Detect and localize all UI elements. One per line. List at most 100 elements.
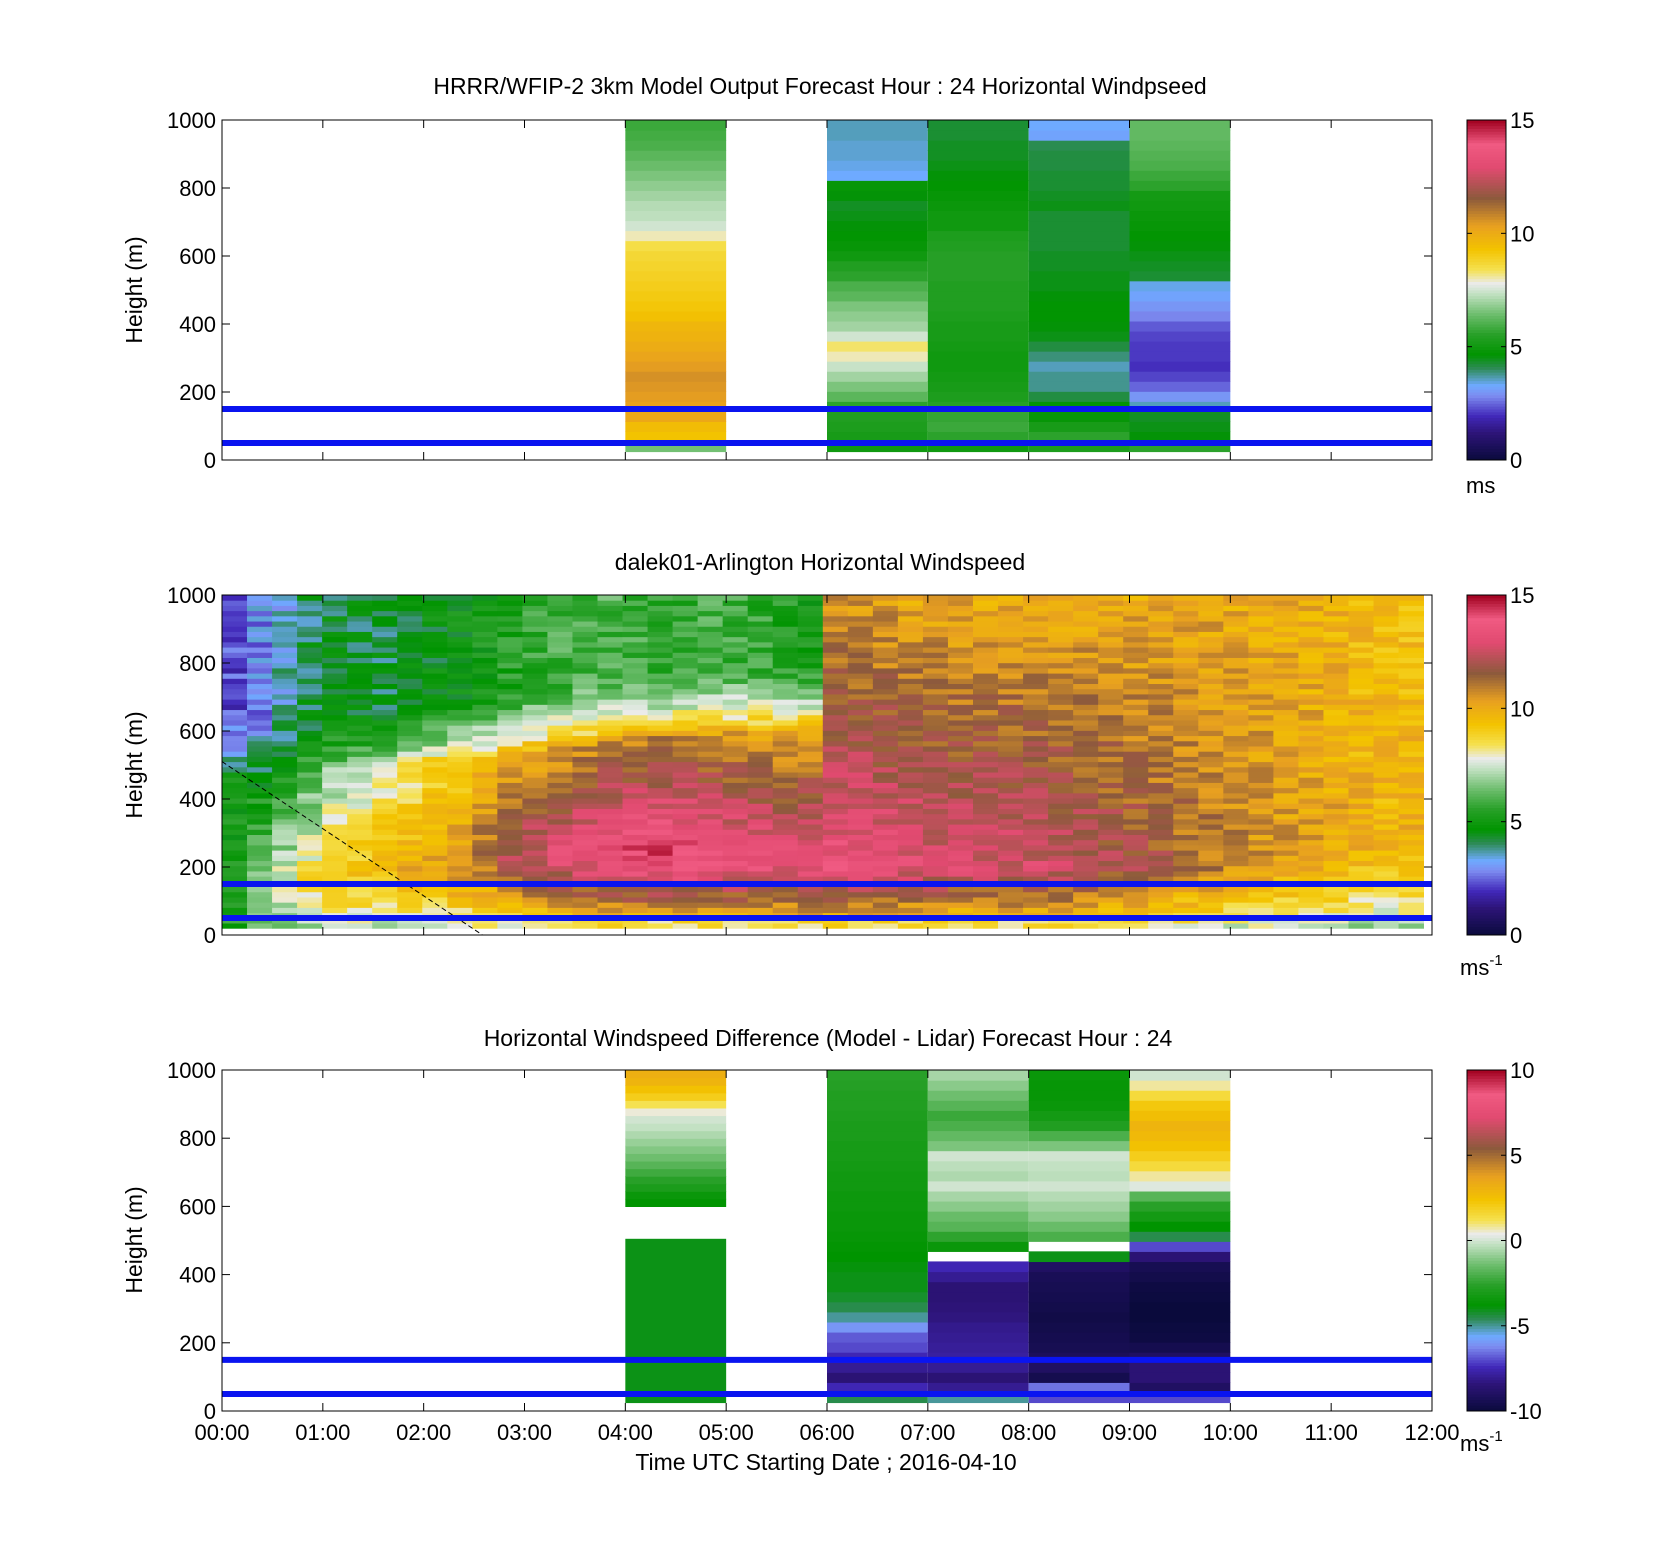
- heatmap-cell: [1028, 1311, 1130, 1323]
- heatmap-cell: [347, 876, 373, 882]
- heatmap-cell: [472, 693, 498, 700]
- colorbar-swatch: [1467, 915, 1506, 919]
- heatmap-cell: [822, 714, 849, 721]
- heatmap-cell: [922, 745, 949, 752]
- heatmap-cell: [797, 673, 824, 679]
- heatmap-cell: [522, 782, 548, 789]
- heatmap-cell: [947, 896, 974, 903]
- heatmap-cell: [1248, 662, 1274, 669]
- heatmap-cell: [297, 756, 323, 763]
- heatmap-cell: [247, 844, 273, 851]
- heatmap-cell: [1348, 699, 1374, 705]
- colorbar-swatch: [1467, 406, 1506, 410]
- heatmap-cell: [847, 615, 874, 622]
- colorbar-swatch: [1467, 1268, 1506, 1273]
- heatmap-cell: [322, 824, 348, 830]
- heatmap-cell: [897, 657, 924, 664]
- heatmap-cell: [697, 595, 724, 601]
- heatmap-cell: [1028, 1251, 1130, 1263]
- heatmap-cell: [422, 907, 448, 914]
- heatmap-cell: [597, 756, 623, 763]
- heatmap-cell: [772, 756, 799, 763]
- colorbar-swatch: [1467, 1203, 1506, 1207]
- heatmap-cell: [572, 891, 598, 898]
- heatmap-cell: [625, 1107, 727, 1117]
- heatmap-cell: [1073, 777, 1099, 783]
- heatmap-cell: [1398, 657, 1424, 664]
- colorbar-swatch: [1467, 1098, 1506, 1102]
- heatmap-cell: [647, 693, 673, 700]
- colorbar-swatch: [1467, 1277, 1506, 1281]
- heatmap-cell: [1273, 782, 1299, 789]
- heatmap-cell: [297, 787, 323, 794]
- heatmap-cell: [622, 876, 648, 882]
- heatmap-cell: [1373, 693, 1399, 700]
- heatmap-cell: [297, 667, 323, 674]
- colorbar-swatch: [1467, 213, 1506, 217]
- heatmap-cell: [1223, 688, 1249, 695]
- heatmap-cell: [973, 751, 999, 757]
- heatmap-cell: [1323, 839, 1349, 846]
- colorbar-swatch: [1467, 1123, 1506, 1128]
- heatmap-cell: [397, 850, 423, 856]
- heatmap-cell: [1028, 1200, 1130, 1212]
- heatmap-cell: [998, 865, 1024, 872]
- heatmap-cell: [973, 704, 999, 711]
- colorbar-swatch: [1467, 1152, 1506, 1156]
- heatmap-cell: [572, 865, 598, 872]
- heatmap-cell: [1373, 839, 1399, 846]
- heatmap-cell: [397, 772, 423, 778]
- heatmap-cell: [547, 631, 573, 638]
- heatmap-cell: [1198, 699, 1224, 705]
- heatmap-cell: [422, 834, 448, 841]
- heatmap-cell: [847, 787, 874, 794]
- heatmap-cell: [347, 626, 373, 632]
- heatmap-cell: [1129, 230, 1231, 242]
- heatmap-cell: [1323, 865, 1349, 872]
- heatmap-cell: [472, 621, 498, 627]
- colorbar-swatch: [1467, 239, 1506, 243]
- heatmap-cell: [1148, 673, 1174, 679]
- heatmap-cell: [897, 876, 924, 882]
- heatmap-cell: [797, 735, 824, 742]
- heatmap-cell: [1073, 844, 1099, 851]
- heatmap-cell: [1198, 818, 1224, 825]
- heatmap-cell: [1323, 610, 1349, 617]
- heatmap-cell: [625, 150, 727, 161]
- heatmap-cell: [397, 673, 423, 679]
- heatmap-cell: [625, 300, 727, 312]
- heatmap-cell: [772, 907, 799, 914]
- heatmap-cell: [272, 751, 298, 757]
- heatmap-cell: [1373, 782, 1399, 789]
- colorbar-swatch: [1467, 759, 1506, 763]
- heatmap-cell: [397, 636, 423, 643]
- heatmap-cell: [522, 636, 548, 643]
- heatmap-cell: [422, 621, 448, 627]
- heatmap-cell: [547, 839, 573, 846]
- heatmap-cell: [397, 876, 423, 882]
- heatmap-cell: [897, 730, 924, 737]
- heatmap-cell: [1173, 730, 1199, 737]
- heatmap-cell: [547, 605, 573, 612]
- heatmap-cell: [998, 803, 1024, 809]
- heatmap-cell: [222, 865, 248, 872]
- heatmap-cell: [625, 170, 727, 181]
- heatmap-cell: [422, 844, 448, 851]
- heatmap-cell: [272, 740, 298, 747]
- colorbar-swatch: [1467, 230, 1506, 234]
- colorbar-swatch: [1467, 1089, 1506, 1094]
- heatmap-cell: [397, 808, 423, 815]
- heatmap-cell: [597, 631, 623, 638]
- heatmap-cell: [1223, 605, 1249, 612]
- heatmap-cell: [472, 813, 498, 820]
- colorbar-swatch: [1467, 634, 1506, 638]
- heatmap-cell: [897, 652, 924, 658]
- heatmap-cell: [822, 798, 849, 804]
- heatmap-cell: [1148, 792, 1174, 799]
- heatmap-cell: [947, 626, 974, 632]
- heatmap-cell: [697, 745, 724, 752]
- heatmap-cell: [1123, 626, 1149, 632]
- heatmap-cell: [1373, 725, 1399, 731]
- x-tick-label: 11:00: [1304, 1420, 1357, 1445]
- heatmap-cell: [1098, 699, 1124, 705]
